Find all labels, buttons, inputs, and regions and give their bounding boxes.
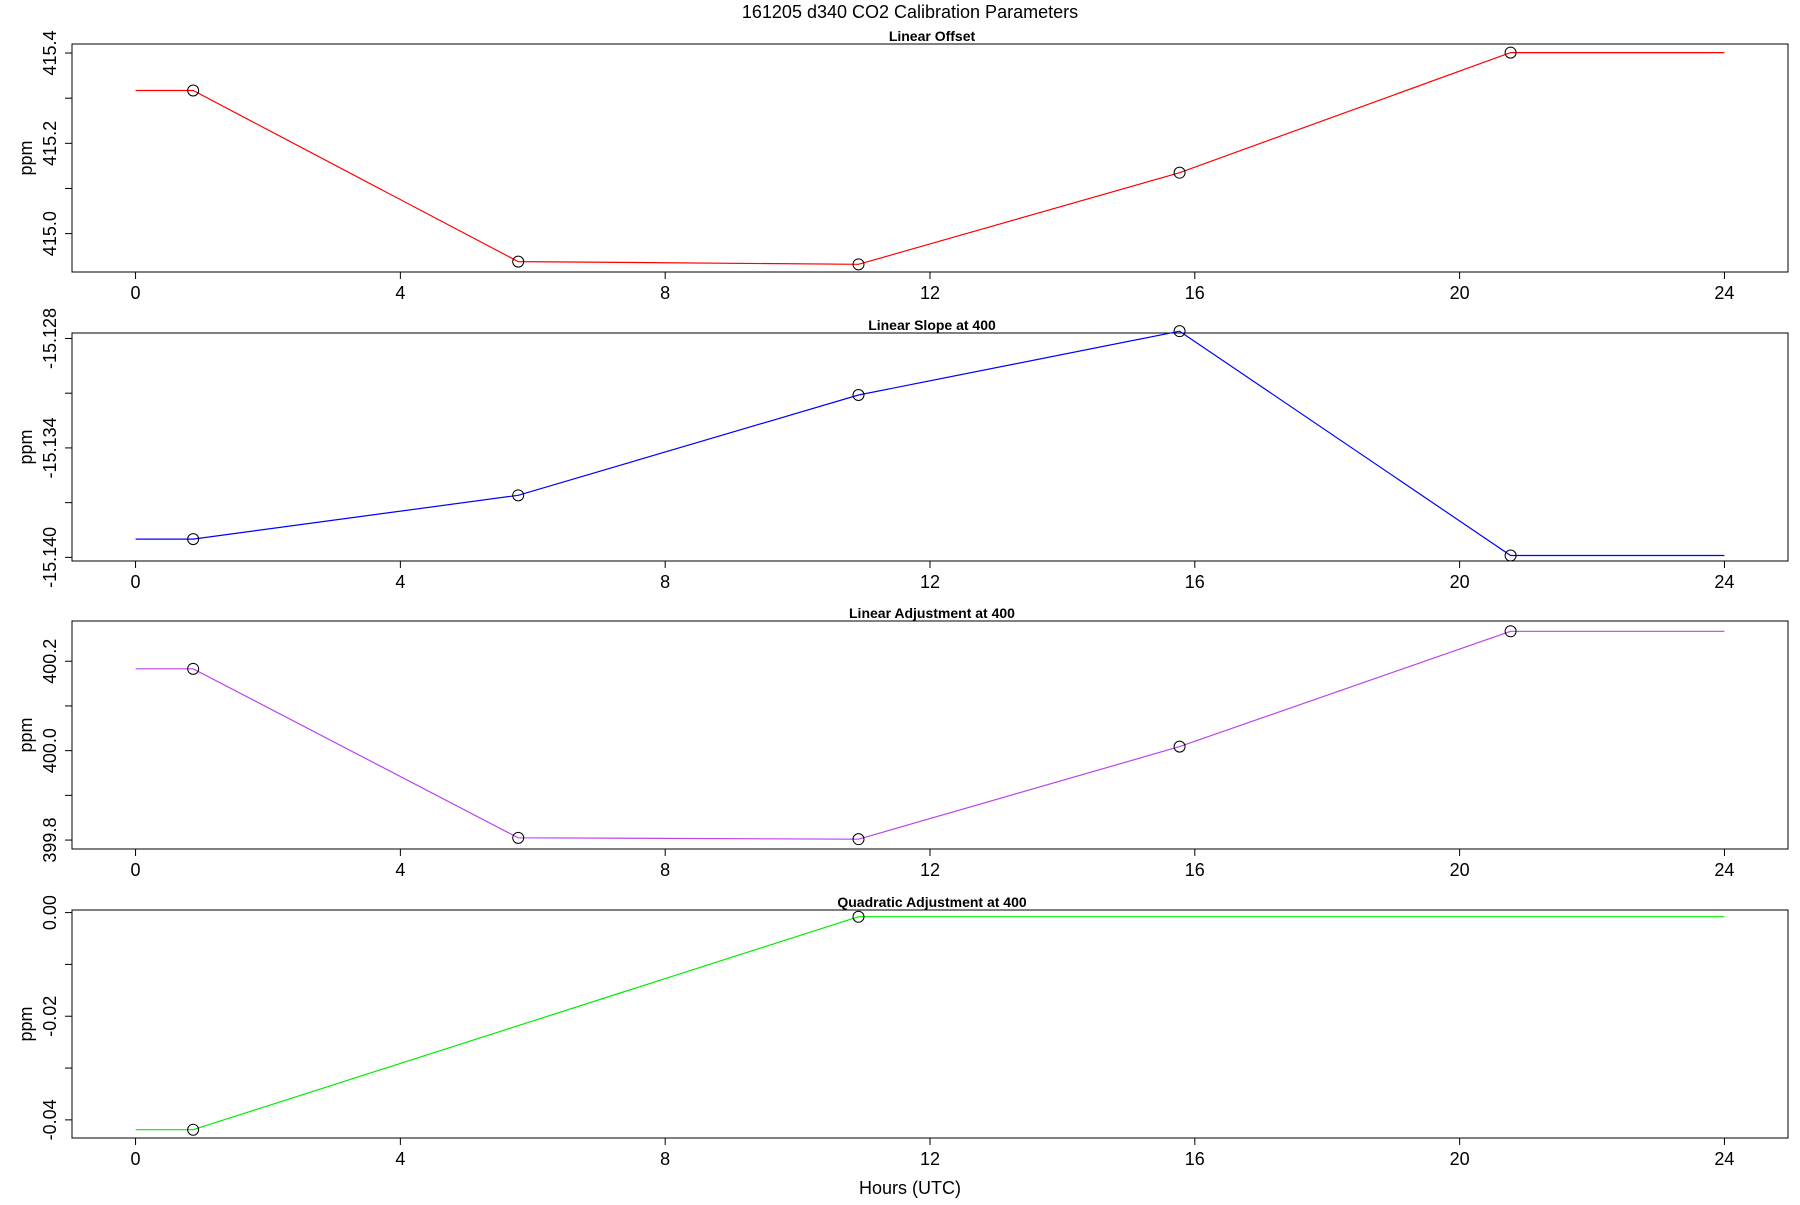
- x-tick-label: 8: [660, 1149, 670, 1169]
- y-axis-label: ppm: [16, 429, 36, 464]
- y-tick-label: -0.04: [40, 1099, 60, 1140]
- x-tick-label: 0: [131, 283, 141, 303]
- data-point: [187, 662, 200, 675]
- panels-group: Linear Offset ppm 0 4 8 12 16 20 24 415.0 415.2 415…: [16, 28, 1789, 1169]
- plot-frame: [71, 620, 1789, 850]
- data-point: [187, 1123, 200, 1136]
- panel-1: Linear Offset ppm 0 4 8 12 16 20 24 415.0 415.2 415…: [16, 28, 1789, 303]
- panel-title: Linear Slope at 400: [868, 317, 996, 333]
- x-tick-label: 8: [660, 283, 670, 303]
- y-axis-label: ppm: [16, 717, 36, 752]
- data-point: [1173, 166, 1186, 179]
- x-tick-label: 8: [660, 572, 670, 592]
- x-tick-label: 16: [1185, 283, 1205, 303]
- panel-title: Quadratic Adjustment at 400: [837, 894, 1027, 910]
- data-point: [1173, 740, 1186, 753]
- x-tick-label: 20: [1450, 860, 1470, 880]
- y-tick-label: -15.128: [40, 308, 60, 369]
- x-tick-label: 16: [1185, 572, 1205, 592]
- y-tick-label: 0.00: [40, 895, 60, 930]
- series-line: [135, 630, 1725, 840]
- data-point: [852, 258, 865, 271]
- data-point: [1504, 46, 1517, 59]
- x-tick-label: 8: [660, 860, 670, 880]
- panel-2: Linear Slope at 400 ppm 0 4 8 12 16 20 24 -15.140…: [16, 308, 1789, 592]
- y-tick-label: -15.134: [40, 417, 60, 478]
- x-tick-label: 20: [1450, 1149, 1470, 1169]
- x-tick-label: 0: [131, 1149, 141, 1169]
- panel-title: Linear Offset: [889, 28, 976, 44]
- plot-frame: [71, 332, 1789, 562]
- series-line: [135, 916, 1725, 1131]
- series-line: [135, 330, 1725, 557]
- data-point: [1504, 625, 1517, 638]
- x-tick-label: 24: [1714, 1149, 1734, 1169]
- y-axis-label: ppm: [16, 1006, 36, 1041]
- y-tick-label: -0.02: [40, 996, 60, 1037]
- data-point: [512, 489, 525, 502]
- panel-title: Linear Adjustment at 400: [849, 605, 1015, 621]
- x-tick-label: 16: [1185, 860, 1205, 880]
- x-tick-label: 24: [1714, 283, 1734, 303]
- data-point: [512, 831, 525, 844]
- panel-3: Linear Adjustment at 400 ppm 0 4 8 12 16 20 24 39…: [16, 605, 1789, 880]
- x-tick-label: 20: [1450, 572, 1470, 592]
- data-point: [852, 910, 865, 923]
- x-tick-label: 20: [1450, 283, 1470, 303]
- y-tick-label: -15.140: [40, 527, 60, 588]
- x-tick-label: 4: [395, 283, 405, 303]
- plot-frame: [71, 909, 1789, 1139]
- x-tick-label: 24: [1714, 860, 1734, 880]
- data-point: [1173, 325, 1186, 338]
- x-tick-label: 0: [131, 860, 141, 880]
- x-tick-label: 12: [920, 860, 940, 880]
- y-tick-label: 400.2: [40, 639, 60, 684]
- data-point: [187, 533, 200, 546]
- y-tick-label: 415.4: [40, 31, 60, 76]
- series-line: [135, 51, 1725, 265]
- x-tick-label: 12: [920, 1149, 940, 1169]
- x-tick-label: 0: [131, 572, 141, 592]
- y-tick-label: 400.0: [40, 728, 60, 773]
- data-point: [187, 84, 200, 97]
- data-point: [512, 255, 525, 268]
- x-tick-label: 4: [395, 860, 405, 880]
- y-tick-label: 415.0: [40, 211, 60, 256]
- x-tick-label: 4: [395, 1149, 405, 1169]
- x-tick-label: 24: [1714, 572, 1734, 592]
- x-tick-label: 12: [920, 283, 940, 303]
- plot-frame: [71, 43, 1789, 273]
- x-tick-label: 12: [920, 572, 940, 592]
- y-axis-label: ppm: [16, 140, 36, 175]
- x-axis-label: Hours (UTC): [859, 1178, 961, 1198]
- data-point: [852, 389, 865, 402]
- data-point: [852, 833, 865, 846]
- y-tick-label: 415.2: [40, 121, 60, 166]
- panel-4: Quadratic Adjustment at 400 ppm 0 4 8 12 16 20 2…: [16, 894, 1789, 1169]
- main-title: 161205 d340 CO2 Calibration Parameters: [742, 2, 1078, 22]
- x-tick-label: 4: [395, 572, 405, 592]
- y-tick-label: 399.8: [40, 818, 60, 863]
- data-point: [1504, 549, 1517, 562]
- x-tick-label: 16: [1185, 1149, 1205, 1169]
